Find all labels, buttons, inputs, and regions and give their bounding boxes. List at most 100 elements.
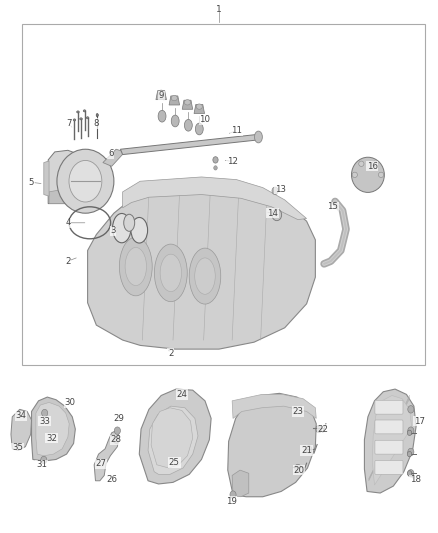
- Polygon shape: [103, 149, 125, 166]
- Circle shape: [408, 448, 414, 456]
- Circle shape: [114, 427, 120, 434]
- Ellipse shape: [57, 149, 114, 213]
- Polygon shape: [182, 100, 193, 109]
- Ellipse shape: [372, 161, 377, 166]
- Text: 27: 27: [95, 459, 106, 468]
- Text: 2: 2: [168, 349, 173, 358]
- Text: 5: 5: [29, 178, 34, 187]
- Text: 31: 31: [36, 461, 47, 469]
- Text: 3: 3: [110, 227, 116, 235]
- Circle shape: [408, 406, 414, 413]
- Ellipse shape: [154, 244, 187, 302]
- Ellipse shape: [195, 258, 215, 294]
- Text: 20: 20: [293, 466, 304, 474]
- Circle shape: [316, 425, 322, 433]
- Text: 6: 6: [108, 149, 113, 158]
- Polygon shape: [372, 395, 412, 485]
- Polygon shape: [36, 402, 69, 456]
- Circle shape: [306, 446, 312, 453]
- Text: 15: 15: [327, 203, 339, 211]
- Text: 2: 2: [65, 257, 71, 265]
- Polygon shape: [156, 91, 166, 100]
- Text: 12: 12: [226, 157, 238, 166]
- Text: 4: 4: [65, 219, 71, 227]
- Ellipse shape: [352, 172, 357, 177]
- Text: 28: 28: [110, 435, 122, 444]
- Polygon shape: [94, 431, 119, 481]
- Ellipse shape: [407, 430, 412, 435]
- Ellipse shape: [86, 117, 89, 119]
- Polygon shape: [88, 179, 315, 349]
- Ellipse shape: [171, 115, 179, 127]
- Polygon shape: [228, 393, 316, 497]
- Circle shape: [295, 464, 301, 472]
- Ellipse shape: [272, 209, 282, 221]
- FancyBboxPatch shape: [375, 440, 403, 454]
- Ellipse shape: [69, 160, 102, 202]
- Polygon shape: [232, 470, 249, 497]
- Circle shape: [42, 409, 48, 417]
- Polygon shape: [364, 389, 416, 493]
- Ellipse shape: [80, 118, 82, 120]
- Ellipse shape: [158, 110, 166, 122]
- Ellipse shape: [189, 248, 221, 304]
- Text: 17: 17: [414, 417, 425, 425]
- Text: 34: 34: [15, 411, 27, 420]
- Ellipse shape: [407, 451, 412, 457]
- Polygon shape: [120, 134, 261, 155]
- Polygon shape: [123, 177, 307, 220]
- Ellipse shape: [158, 90, 164, 95]
- Text: 35: 35: [12, 443, 23, 452]
- Text: 11: 11: [231, 126, 242, 135]
- Ellipse shape: [196, 104, 202, 109]
- Circle shape: [408, 427, 414, 434]
- Text: 22: 22: [318, 425, 329, 433]
- Ellipse shape: [214, 166, 217, 170]
- Text: 7: 7: [67, 119, 72, 128]
- FancyBboxPatch shape: [375, 461, 403, 474]
- Polygon shape: [194, 104, 205, 114]
- Polygon shape: [151, 408, 193, 468]
- Polygon shape: [232, 394, 316, 418]
- Ellipse shape: [124, 214, 134, 231]
- Ellipse shape: [125, 247, 146, 286]
- Circle shape: [230, 491, 236, 498]
- Polygon shape: [139, 389, 211, 484]
- Ellipse shape: [378, 172, 384, 177]
- FancyBboxPatch shape: [375, 400, 403, 414]
- Ellipse shape: [171, 95, 177, 101]
- Polygon shape: [48, 150, 83, 204]
- Ellipse shape: [254, 131, 262, 143]
- Ellipse shape: [77, 111, 79, 113]
- Text: 13: 13: [275, 185, 286, 193]
- Ellipse shape: [407, 471, 412, 476]
- Polygon shape: [148, 406, 198, 474]
- Text: 26: 26: [106, 475, 117, 484]
- Text: 18: 18: [410, 475, 421, 484]
- Ellipse shape: [359, 161, 364, 166]
- Polygon shape: [44, 161, 49, 196]
- Text: 1: 1: [216, 5, 222, 13]
- Ellipse shape: [184, 119, 192, 131]
- Text: 19: 19: [226, 497, 237, 505]
- Circle shape: [113, 436, 119, 443]
- Ellipse shape: [119, 237, 152, 296]
- Ellipse shape: [195, 123, 203, 135]
- Ellipse shape: [83, 110, 86, 112]
- FancyBboxPatch shape: [375, 420, 403, 434]
- Ellipse shape: [272, 187, 278, 195]
- Text: 33: 33: [39, 417, 50, 425]
- Text: 9: 9: [159, 92, 164, 100]
- Text: 30: 30: [64, 398, 76, 407]
- Text: 14: 14: [267, 209, 278, 217]
- Text: 24: 24: [176, 390, 187, 399]
- Polygon shape: [169, 96, 180, 105]
- Circle shape: [41, 456, 47, 464]
- Text: 8: 8: [94, 119, 99, 128]
- Text: 10: 10: [199, 116, 211, 124]
- Ellipse shape: [113, 213, 131, 243]
- Text: 25: 25: [169, 458, 180, 467]
- Text: 21: 21: [301, 446, 312, 455]
- Text: 32: 32: [46, 434, 57, 442]
- Ellipse shape: [96, 114, 98, 117]
